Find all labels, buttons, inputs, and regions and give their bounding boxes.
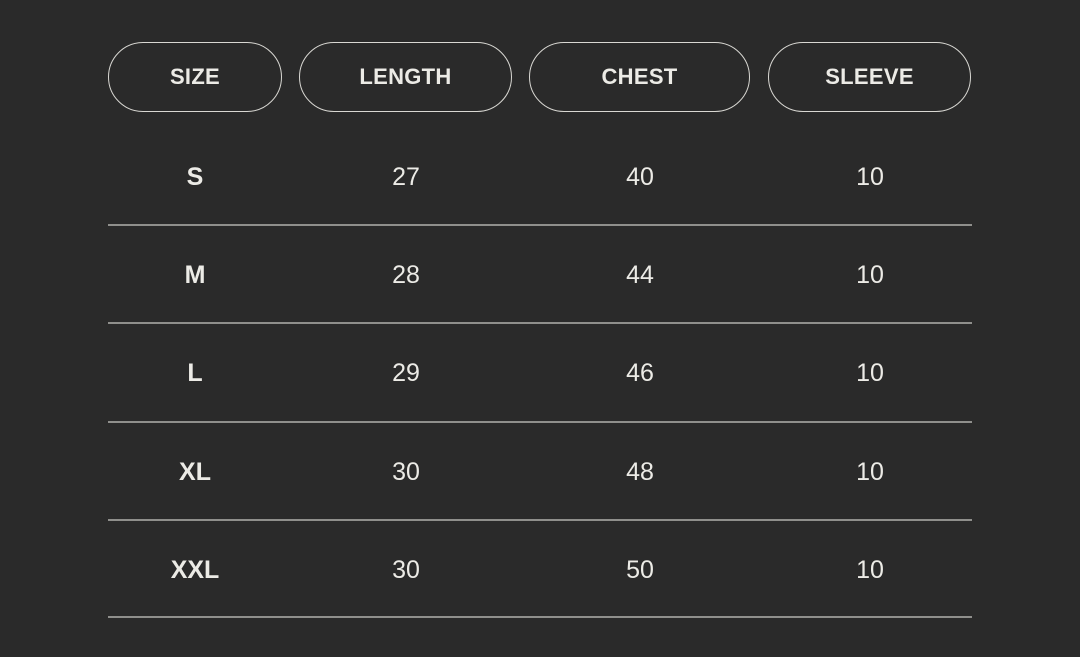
row-divider: [108, 322, 972, 324]
cell-length: 27: [392, 163, 420, 191]
cell-size: XL: [179, 458, 211, 486]
cell-size: XXL: [170, 556, 220, 584]
row-divider: [108, 616, 972, 618]
row-divider: [108, 224, 972, 226]
cell-chest: 50: [626, 556, 654, 584]
cell-size: M: [184, 261, 206, 289]
header-sleeve: SLEEVE: [768, 42, 971, 112]
table-row: L 29 46 10: [108, 323, 972, 421]
header-length: LENGTH: [299, 42, 512, 112]
cell-chest: 46: [626, 359, 654, 387]
row-divider: [108, 421, 972, 423]
header-size: SIZE: [108, 42, 282, 112]
cell-size: S: [186, 163, 204, 191]
cell-chest: 48: [626, 458, 654, 486]
cell-size: L: [187, 359, 203, 387]
table-row: M 28 44 10: [108, 225, 972, 323]
cell-length: 28: [392, 261, 420, 289]
cell-length: 30: [392, 458, 420, 486]
cell-length: 30: [392, 556, 420, 584]
cell-length: 29: [392, 359, 420, 387]
cell-chest: 44: [626, 261, 654, 289]
row-divider: [108, 519, 972, 521]
table-row: S 27 40 10: [108, 127, 972, 225]
table-row: XL 30 48 10: [108, 422, 972, 520]
cell-sleeve: 10: [856, 556, 884, 584]
cell-chest: 40: [626, 163, 654, 191]
cell-sleeve: 10: [856, 163, 884, 191]
cell-sleeve: 10: [856, 359, 884, 387]
cell-sleeve: 10: [856, 458, 884, 486]
header-chest: CHEST: [529, 42, 750, 112]
cell-sleeve: 10: [856, 261, 884, 289]
table-row: XXL 30 50 10: [108, 520, 972, 618]
